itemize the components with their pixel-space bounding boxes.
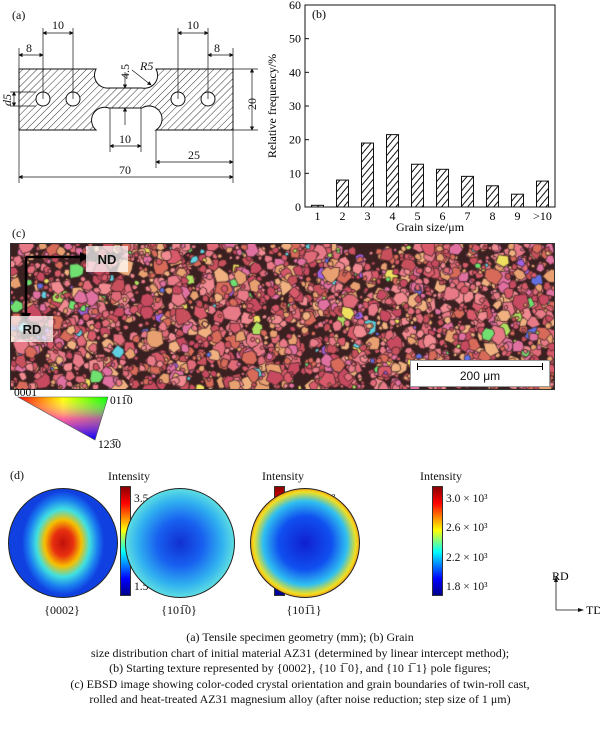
colorbar-title: Intensity [420,469,462,483]
nd-axis-label: ND [86,246,128,272]
x-tick-label: 5 [415,209,421,223]
colorbar-title: Intensity [262,469,304,483]
y-tick-label: 50 [289,32,301,46]
bar-5 [411,163,424,208]
dim-width: 20 [245,98,259,110]
dim-hole-spacing-left: 10 [52,18,64,32]
colorbar-tick: 1.8 × 10³ [446,581,488,593]
figure-caption: (a) Tensile specimen geometry (mm); (b) … [0,630,600,708]
y-axis-label: Relative frequency/% [265,54,279,158]
y-tick-label: 60 [289,0,301,12]
dim-gauge-width: 4.5 [118,64,132,79]
panel-b-label: (b) [312,7,326,21]
caption-line: (c) EBSD image showing color-coded cryst… [70,676,530,691]
x-tick-label: 4 [390,209,396,223]
dim-edge-left: 8 [26,41,32,55]
ipf-color-key: 0001 011̅0 123̅0 [14,388,133,448]
colorbar-tick: 2.2 × 10³ [446,551,488,564]
dim-gauge-length: 10 [119,132,131,146]
caption-line: (b) Starting texture represented by {000… [109,661,491,675]
bar-6 [436,168,449,208]
bar-9 [511,193,524,208]
dim-hole-spacing-right: 10 [187,18,199,32]
x-tick-label: 2 [340,209,346,223]
caption-line: (a) Tensile specimen geometry (mm); (b) … [186,630,414,644]
x-tick-label: 7 [465,209,471,223]
bar-1 [311,204,324,208]
panel-a-label: (a) [12,8,26,22]
y-tick-label: 30 [289,99,301,113]
pole-figure-label: {101̅0} [161,603,197,617]
sample-axes-icon [21,252,89,322]
td-label: TD [586,603,600,617]
x-tick-label: 9 [515,209,521,223]
specimen-outline [18,68,234,131]
y-tick-label: 20 [289,133,301,147]
plot-frame [304,4,556,208]
bar-7 [461,175,474,208]
bar-8 [486,185,499,208]
pole-figure [250,488,360,598]
y-tick-label: 40 [289,65,301,79]
ipf-12-30: 123̅0 [98,438,121,448]
rd-td-axes: RD TD [552,570,600,617]
dim-grip-length: 25 [188,148,200,162]
dim-edge-right: 8 [214,41,220,55]
x-tick-label: >10 [533,209,552,223]
panel-c-label: (c) [12,226,26,240]
caption-line: rolled and heat-treated AZ31 magnesium a… [89,692,511,706]
pole-figure-label: {101̅1} [286,603,322,617]
bar->10 [536,180,549,208]
y-tick-label: 0 [295,200,301,214]
rd-label: RD [552,570,569,583]
x-tick-label: 6 [440,209,446,223]
bar-3 [361,142,374,208]
x-tick-label: 1 [315,209,321,223]
rd-axis-label: RD [11,316,53,342]
pole-figure [125,488,235,598]
x-axis-label: Grain size/μm [396,220,465,234]
scale-bar-label: 200 μm [459,369,501,383]
ipf-01-10: 011̅0 [110,394,133,407]
scale-bar: 200 μm [410,360,550,387]
dim-fillet-radius: R5 [139,59,153,73]
dim-total-length: 70 [119,163,131,177]
bar-4 [386,134,399,208]
dim-hole-diameter: d5 [0,94,14,106]
panel-d-label: (d) [10,468,24,482]
colorbar-tick: 3.0 × 10³ [446,493,488,505]
colorbar-title: Intensity [108,469,150,483]
colorbar-tick: 2.6 × 10³ [446,522,488,535]
colorbar [432,486,443,596]
pole-figure-label: {0002} [44,603,80,617]
x-tick-label: 3 [365,209,371,223]
pole-figure [8,488,118,598]
specimen-drawing: 8 10 10 8 R5 10 25 70 4.5 20 d5 [0,18,259,183]
x-tick-label: 8 [490,209,496,223]
caption-line: size distribution chart of initial mater… [90,645,510,660]
ipf-0001: 0001 [14,388,37,399]
y-tick-label: 10 [289,166,301,180]
bar-2 [336,179,349,208]
grain-size-chart: (b) 0 10 20 30 40 50 60 1 2 3 4 5 6 7 8 9 >10 Grain size… [265,0,556,234]
